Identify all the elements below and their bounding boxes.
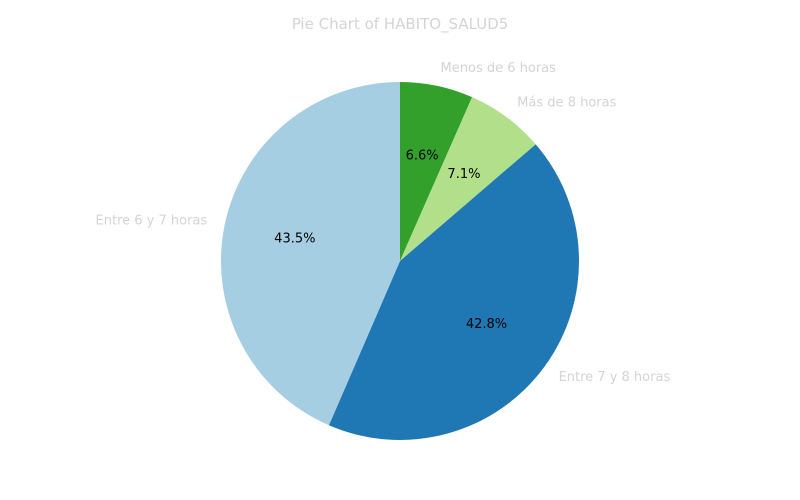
slice-category-label: Entre 7 y 8 horas [559,370,671,385]
pie-labels: 6.6% Menos de 6 horas 7.1% Más de 8 horas 42… [96,61,671,385]
slice-percent-label: 7.1% [447,167,480,182]
chart-title: Pie Chart of HABITO_SALUD5 [292,15,509,34]
slice-percent-label: 42.8% [466,317,507,332]
pie-slice [328,144,579,440]
slice-percent-label: 6.6% [406,148,439,163]
pie-slice [220,82,400,426]
pie-slices [220,82,579,440]
slice-percent-label: 43.5% [274,232,315,247]
slice-category-label: Más de 8 horas [517,95,616,110]
pie-slice [400,82,473,261]
slice-category-label: Entre 6 y 7 horas [96,214,208,229]
pie-slice [400,97,536,261]
slice-category-label: Menos de 6 horas [441,61,557,76]
